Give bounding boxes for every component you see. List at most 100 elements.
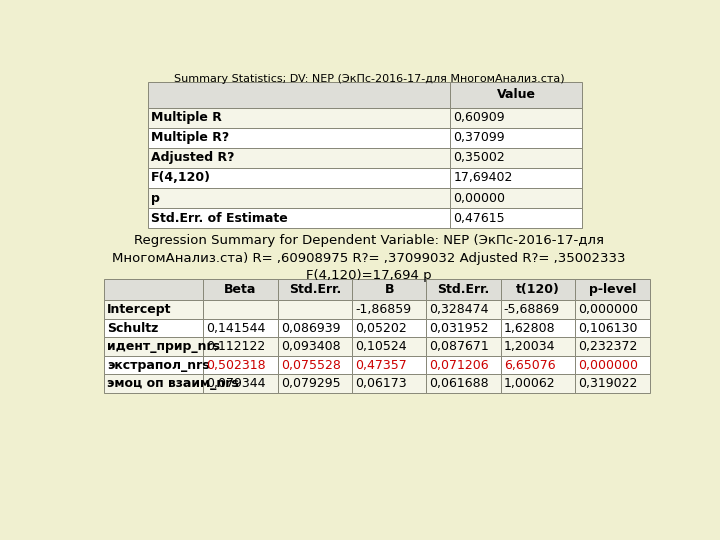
Text: 0,093408: 0,093408: [281, 340, 341, 353]
Bar: [451, 108, 582, 128]
Text: 0,071206: 0,071206: [429, 359, 489, 372]
Text: 0,061688: 0,061688: [429, 377, 489, 390]
Bar: [500, 338, 575, 356]
Bar: [352, 374, 426, 393]
Bar: [451, 208, 582, 228]
Bar: [104, 319, 203, 338]
Bar: [451, 188, 582, 208]
Text: 0,328474: 0,328474: [429, 303, 489, 316]
Bar: [277, 374, 352, 393]
Text: 0,35002: 0,35002: [454, 151, 505, 165]
Bar: [104, 374, 203, 393]
Text: 0,141544: 0,141544: [206, 322, 266, 335]
Text: 0,06173: 0,06173: [355, 377, 407, 390]
Text: -1,86859: -1,86859: [355, 303, 411, 316]
Text: 17,69402: 17,69402: [454, 172, 513, 185]
Bar: [500, 374, 575, 393]
Text: 6,65076: 6,65076: [504, 359, 555, 372]
Text: 0,112122: 0,112122: [206, 340, 266, 353]
Bar: [277, 300, 352, 319]
Text: экстрапол_nrs: экстрапол_nrs: [107, 359, 210, 372]
Bar: [148, 148, 451, 168]
Text: Adjusted R?: Adjusted R?: [151, 151, 235, 165]
Text: B: B: [384, 283, 394, 296]
Bar: [426, 356, 500, 374]
Text: 0,37099: 0,37099: [454, 131, 505, 144]
Bar: [148, 188, 451, 208]
Text: p: p: [151, 192, 160, 205]
Text: 0,60909: 0,60909: [454, 111, 505, 124]
Text: 0,10524: 0,10524: [355, 340, 407, 353]
Text: 1,00062: 1,00062: [504, 377, 555, 390]
Bar: [203, 374, 277, 393]
Bar: [575, 319, 649, 338]
Bar: [426, 338, 500, 356]
Text: Multiple R: Multiple R: [151, 111, 222, 124]
Text: 0,502318: 0,502318: [206, 359, 266, 372]
Bar: [104, 279, 203, 300]
Text: Intercept: Intercept: [107, 303, 171, 316]
Text: t(120): t(120): [516, 283, 560, 296]
Bar: [203, 338, 277, 356]
Bar: [575, 338, 649, 356]
Text: 0,000000: 0,000000: [578, 359, 638, 372]
Bar: [500, 319, 575, 338]
Text: Std.Err. of Estimate: Std.Err. of Estimate: [151, 212, 288, 225]
Bar: [104, 356, 203, 374]
Text: 1,62808: 1,62808: [504, 322, 555, 335]
Text: 0,232372: 0,232372: [578, 340, 638, 353]
Bar: [203, 300, 277, 319]
Text: 0,075528: 0,075528: [281, 359, 341, 372]
Text: 0,079344: 0,079344: [206, 377, 266, 390]
Text: 0,47615: 0,47615: [454, 212, 505, 225]
Bar: [426, 279, 500, 300]
Bar: [148, 168, 451, 188]
Bar: [451, 148, 582, 168]
Bar: [203, 279, 277, 300]
Bar: [426, 300, 500, 319]
Text: 0,106130: 0,106130: [578, 322, 638, 335]
Text: -5,68869: -5,68869: [504, 303, 560, 316]
Text: Value: Value: [497, 89, 536, 102]
Bar: [500, 279, 575, 300]
Text: идент_прир_nrs: идент_прир_nrs: [107, 340, 220, 353]
Text: Std.Err.: Std.Err.: [289, 283, 341, 296]
Bar: [148, 82, 451, 108]
Bar: [203, 319, 277, 338]
Text: 0,05202: 0,05202: [355, 322, 407, 335]
Bar: [352, 319, 426, 338]
Text: эмоц оп взаим_nrs: эмоц оп взаим_nrs: [107, 377, 239, 390]
Text: 0,00000: 0,00000: [454, 192, 505, 205]
Bar: [148, 108, 451, 128]
Bar: [352, 356, 426, 374]
Bar: [426, 374, 500, 393]
Bar: [426, 319, 500, 338]
Text: Regression Summary for Dependent Variable: NEP (ЭкПс-2016-17-для
МногомАнализ.ст: Regression Summary for Dependent Variabl…: [112, 234, 626, 282]
Bar: [451, 128, 582, 148]
Bar: [451, 168, 582, 188]
Bar: [104, 338, 203, 356]
Text: Std.Err.: Std.Err.: [438, 283, 490, 296]
Text: 0,319022: 0,319022: [578, 377, 638, 390]
Text: Multiple R?: Multiple R?: [151, 131, 230, 144]
Text: 0,086939: 0,086939: [281, 322, 340, 335]
Bar: [352, 338, 426, 356]
Bar: [277, 319, 352, 338]
Text: 0,087671: 0,087671: [429, 340, 489, 353]
Bar: [352, 279, 426, 300]
Bar: [277, 356, 352, 374]
Text: Beta: Beta: [224, 283, 256, 296]
Bar: [575, 279, 649, 300]
Bar: [451, 82, 582, 108]
Bar: [104, 300, 203, 319]
Text: 0,079295: 0,079295: [281, 377, 341, 390]
Bar: [575, 374, 649, 393]
Text: p-level: p-level: [589, 283, 636, 296]
Bar: [148, 208, 451, 228]
Bar: [500, 356, 575, 374]
Bar: [575, 300, 649, 319]
Bar: [277, 338, 352, 356]
Bar: [148, 128, 451, 148]
Text: 1,20034: 1,20034: [504, 340, 555, 353]
Text: 0,47357: 0,47357: [355, 359, 407, 372]
